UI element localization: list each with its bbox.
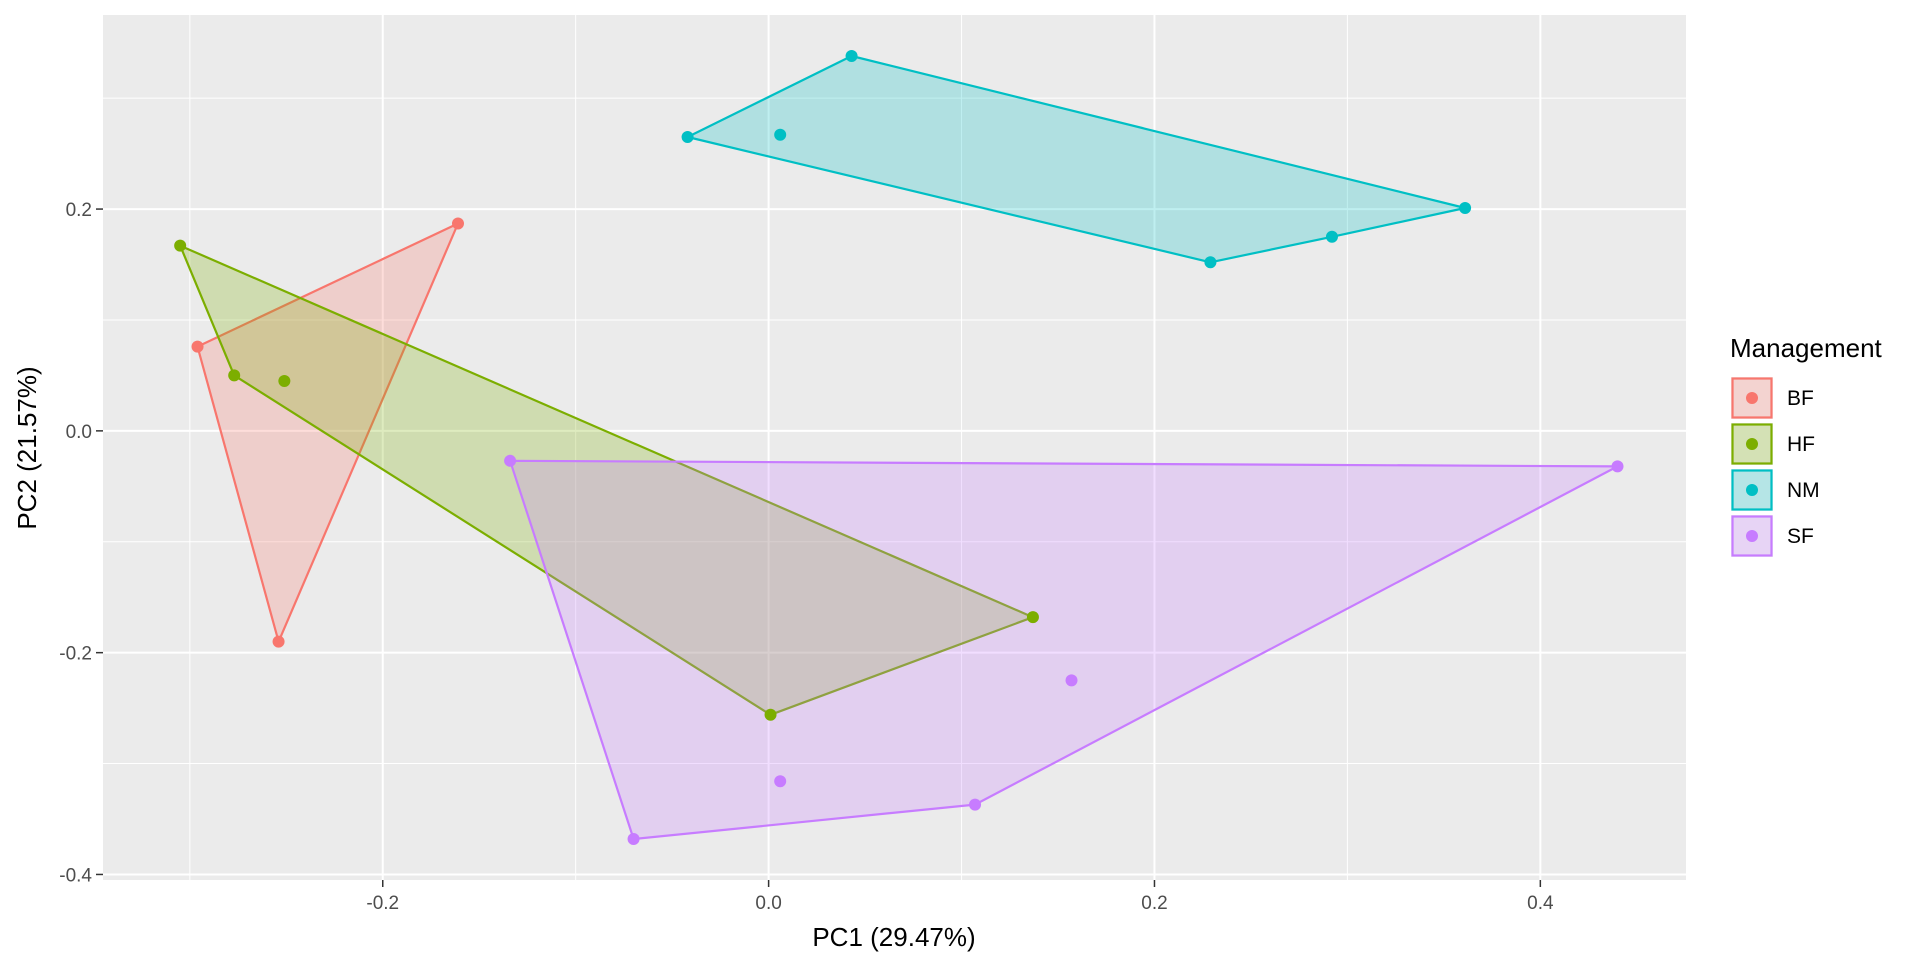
point-nm [774, 128, 787, 141]
y-axis-title: PC2 (21.57%) [12, 366, 42, 529]
point-sf [1611, 460, 1624, 473]
legend-label-sf: SF [1787, 525, 1814, 548]
hull-nm [686, 54, 1467, 264]
point-bf [191, 340, 204, 353]
plot-panel [103, 15, 1686, 880]
point-sf [504, 454, 517, 467]
point-hf [1026, 611, 1039, 624]
point-nm [1204, 256, 1217, 269]
points [174, 50, 1624, 845]
point-hf [278, 374, 291, 387]
legend-label-bf: BF [1787, 387, 1814, 410]
point-nm [681, 130, 694, 143]
point-sf [627, 832, 640, 845]
y-tick-label: -0.2 [59, 644, 92, 665]
grid-major [103, 15, 1686, 880]
x-tick-label: 0.4 [1527, 893, 1554, 914]
x-tick-label: -0.2 [366, 893, 399, 914]
legend-dot-bf [1746, 392, 1758, 404]
y-tick-label: 0.2 [66, 200, 92, 221]
y-tick-label: 0.0 [66, 422, 92, 443]
legend: BF HF NM SF [1731, 377, 1820, 557]
point-sf [774, 775, 787, 788]
point-hf [228, 369, 241, 382]
point-bf [451, 217, 464, 230]
x-axis-ticks: -0.2 0.0 0.2 0.4 [366, 880, 1554, 914]
legend-dot-nm [1746, 484, 1758, 496]
legend-dot-sf [1746, 530, 1758, 542]
point-sf [969, 798, 982, 811]
legend-title: Management [1730, 333, 1883, 363]
legend-label-nm: NM [1787, 479, 1820, 502]
y-axis-ticks: -0.4 -0.2 0.0 0.2 [59, 200, 103, 886]
point-nm [845, 50, 858, 63]
grid-minor [103, 15, 1686, 880]
point-sf [1065, 674, 1078, 687]
hull-bf [196, 222, 460, 643]
legend-dot-hf [1746, 438, 1758, 450]
point-hf [174, 239, 187, 252]
point-nm [1459, 201, 1472, 214]
x-axis-title: PC1 (29.47%) [812, 922, 975, 952]
legend-label-hf: HF [1787, 433, 1815, 456]
point-bf [272, 635, 285, 648]
x-tick-label: 0.0 [755, 893, 781, 914]
point-nm [1325, 230, 1338, 243]
point-hf [764, 708, 777, 721]
y-tick-label: -0.4 [59, 865, 92, 886]
x-tick-label: 0.2 [1141, 893, 1167, 914]
